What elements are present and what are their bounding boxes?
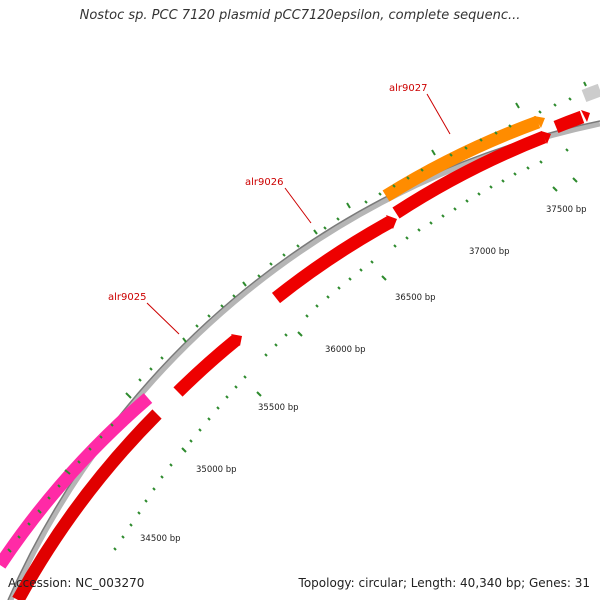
gene-label-alr9025[interactable]: alr9025: [108, 292, 146, 303]
gene-alr9026[interactable]: [271, 216, 394, 304]
outer-tick-ring: [7, 81, 587, 553]
ruler-label-37000: 37000 bp: [469, 247, 510, 257]
arrow-head: [231, 334, 242, 346]
arrow-head: [541, 131, 551, 144]
gene-label-alr9026[interactable]: alr9026: [245, 177, 283, 188]
leader-line: [146, 302, 180, 335]
gene-label-alr9027[interactable]: alr9027: [389, 83, 427, 94]
leader-line: [426, 93, 451, 135]
arrow-head: [386, 215, 397, 229]
ruler-label-34500: 34500 bp: [140, 534, 181, 544]
map-title: Nostoc sp. PCC 7120 plasmid pCC7120epsil…: [79, 8, 521, 23]
arrow-head: [534, 116, 545, 128]
arrow-head: [581, 110, 590, 122]
gene-feature[interactable]: [0, 393, 153, 569]
inner-tick-ring: [113, 148, 578, 551]
gene-alr9027[interactable]: [382, 115, 541, 202]
ruler-label-36000: 36000 bp: [325, 345, 366, 355]
ruler-label-35500: 35500 bp: [258, 403, 299, 413]
ruler-labels: 34500 bp 35000 bp 35500 bp 36000 bp 3650…: [140, 205, 587, 544]
accession-text: Accession: NC_003270: [8, 576, 145, 590]
ruler-label-36500: 36500 bp: [395, 293, 436, 303]
gene-feature[interactable]: [392, 130, 547, 219]
gene-labels: alr9025 alr9026 alr9027: [108, 83, 451, 335]
gene-features: [0, 83, 600, 600]
leader-line: [284, 187, 312, 224]
backbone: [7, 120, 600, 600]
gene-feature[interactable]: [12, 409, 162, 600]
gene-feature[interactable]: [553, 110, 585, 134]
ruler-label-35000: 35000 bp: [196, 465, 237, 475]
gene-feature[interactable]: [581, 83, 600, 103]
topology-summary: Topology: circular; Length: 40,340 bp; G…: [298, 576, 590, 590]
ruler-label-37500: 37500 bp: [546, 205, 587, 215]
